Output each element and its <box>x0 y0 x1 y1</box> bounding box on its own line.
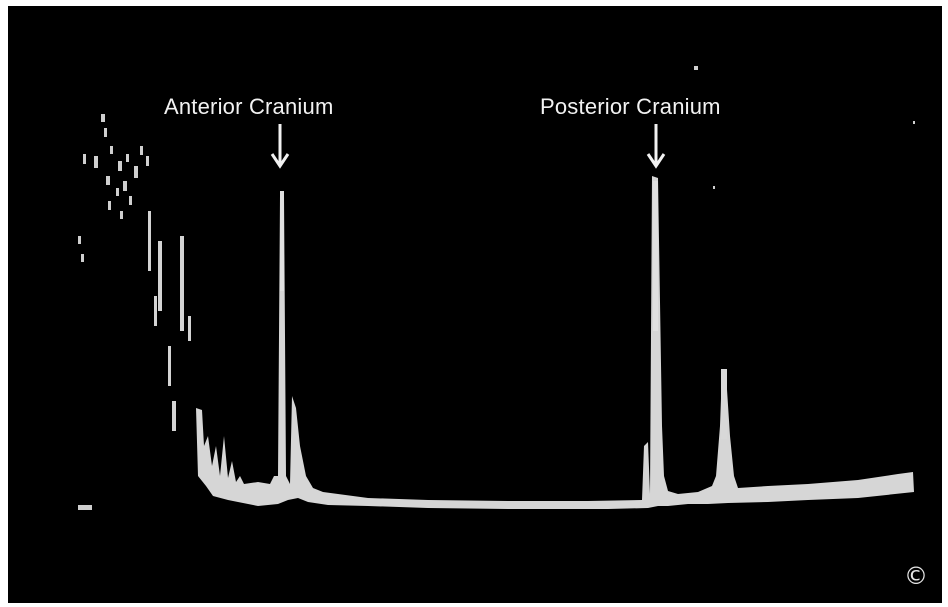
noise-dots <box>78 66 915 510</box>
posterior-cranium-label: Posterior Cranium <box>540 94 721 119</box>
posterior-echo-spike <box>653 181 658 331</box>
ultrasound-display: Anterior Cranium Posterior Cranium © <box>8 6 942 603</box>
secondary-echo <box>721 369 727 439</box>
anterior-arrow-icon <box>270 124 290 169</box>
echo-trace <box>78 66 915 510</box>
posterior-arrow-icon <box>646 124 666 169</box>
near-field-streaks <box>148 211 191 431</box>
echo-waveform <box>196 176 914 509</box>
anterior-cranium-label: Anterior Cranium <box>164 94 334 119</box>
anterior-echo-spike <box>280 191 284 291</box>
copyright-icon: © <box>904 562 928 590</box>
